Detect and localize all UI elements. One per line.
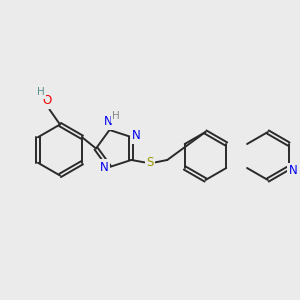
Text: H: H xyxy=(112,112,120,122)
Text: N: N xyxy=(100,161,109,174)
Text: N: N xyxy=(132,129,141,142)
Text: S: S xyxy=(146,156,154,169)
Text: O: O xyxy=(43,94,52,107)
Text: N: N xyxy=(104,115,112,128)
Text: N: N xyxy=(289,164,298,178)
Text: H: H xyxy=(37,87,44,97)
